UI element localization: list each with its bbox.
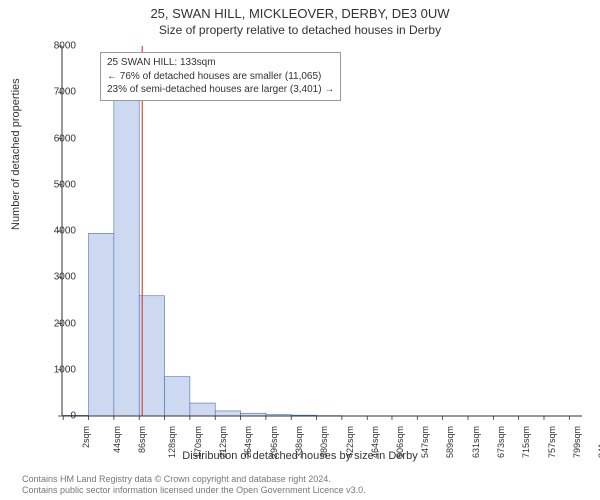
y-tick-label: 8000 xyxy=(42,41,76,52)
footer-line2: Contains public sector information licen… xyxy=(22,485,366,496)
y-tick-label: 0 xyxy=(42,411,76,422)
histogram-bar xyxy=(89,233,114,416)
annotation-line3: 23% of semi-detached houses are larger (… xyxy=(107,83,334,97)
y-tick-label: 4000 xyxy=(42,226,76,237)
page-title-line2: Size of property relative to detached ho… xyxy=(0,21,600,37)
chart-area xyxy=(62,46,582,416)
histogram-bar xyxy=(139,296,164,416)
y-tick-label: 2000 xyxy=(42,318,76,329)
footer-line1: Contains HM Land Registry data © Crown c… xyxy=(22,474,366,485)
annotation-line2: ← 76% of detached houses are smaller (11… xyxy=(107,70,334,84)
histogram-bar xyxy=(114,99,139,416)
annotation-line1: 25 SWAN HILL: 133sqm xyxy=(107,56,334,70)
x-tick-label: 2sqm xyxy=(81,426,91,448)
x-axis-label: Distribution of detached houses by size … xyxy=(0,450,600,462)
y-tick-label: 1000 xyxy=(42,364,76,375)
footer-attribution: Contains HM Land Registry data © Crown c… xyxy=(22,474,366,497)
annotation-box: 25 SWAN HILL: 133sqm ← 76% of detached h… xyxy=(100,52,341,101)
y-tick-label: 3000 xyxy=(42,272,76,283)
histogram-plot xyxy=(62,46,582,416)
histogram-bar xyxy=(215,411,240,416)
histogram-bar xyxy=(165,377,190,416)
y-tick-label: 7000 xyxy=(42,87,76,98)
y-tick-label: 6000 xyxy=(42,133,76,144)
x-tick-label: 44sqm xyxy=(112,426,122,453)
y-tick-label: 5000 xyxy=(42,179,76,190)
page-title-line1: 25, SWAN HILL, MICKLEOVER, DERBY, DE3 0U… xyxy=(0,0,600,21)
histogram-bar xyxy=(190,403,215,416)
y-axis-label: Number of detached properties xyxy=(10,78,22,230)
x-tick-label: 86sqm xyxy=(137,426,147,453)
